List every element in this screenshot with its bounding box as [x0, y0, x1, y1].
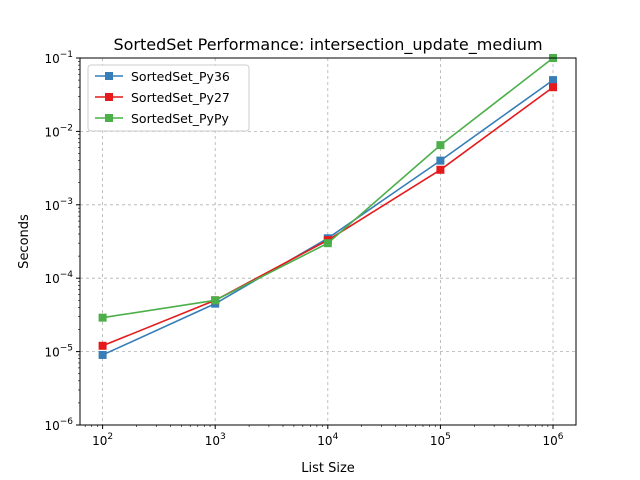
x-axis: 102 103 104 105 106 [84, 425, 564, 448]
data-point [323, 239, 332, 248]
y-tick-label: 10−3 [44, 197, 73, 213]
data-point [98, 313, 107, 322]
data-point [211, 296, 220, 305]
legend-label: SortedSet_Py27 [131, 90, 230, 105]
series-layer [98, 54, 558, 359]
legend-marker [105, 114, 113, 122]
legend-item: SortedSet_Py27 [95, 90, 230, 105]
x-tick-label: 106 [543, 432, 564, 448]
y-tick-label: 10−5 [44, 344, 73, 360]
data-point [98, 341, 107, 350]
data-point [98, 350, 107, 359]
data-point [436, 156, 445, 165]
y-axis: 10−6 10−5 10−4 10−3 10−2 10−1 [44, 50, 80, 433]
x-tick-label: 105 [430, 432, 451, 448]
x-tick-label: 104 [317, 432, 338, 448]
x-tick-label: 102 [92, 432, 113, 448]
data-point [436, 165, 445, 174]
legend-label: SortedSet_PyPy [131, 111, 229, 126]
data-point [549, 76, 558, 85]
y-tick-label: 10−4 [44, 270, 73, 286]
y-axis-label: Seconds [17, 214, 32, 269]
y-tick-label: 10−1 [44, 50, 73, 66]
chart-title: SortedSet Performance: intersection_upda… [113, 35, 542, 55]
data-point [436, 141, 445, 150]
legend-item: SortedSet_Py36 [95, 69, 230, 84]
legend-marker [105, 72, 113, 80]
legend-marker [105, 93, 113, 101]
legend-box [87, 64, 250, 132]
data-point [549, 83, 558, 92]
x-tick-label: 103 [205, 432, 226, 448]
legend-label: SortedSet_Py36 [131, 69, 230, 84]
x-axis-label: List Size [301, 461, 355, 476]
y-tick-label: 10−2 [44, 123, 73, 139]
legend: SortedSet_Py36 SortedSet_Py27 SortedSet_Py… [87, 64, 250, 132]
legend-item: SortedSet_PyPy [95, 111, 229, 126]
y-tick-label: 10−6 [44, 417, 73, 433]
